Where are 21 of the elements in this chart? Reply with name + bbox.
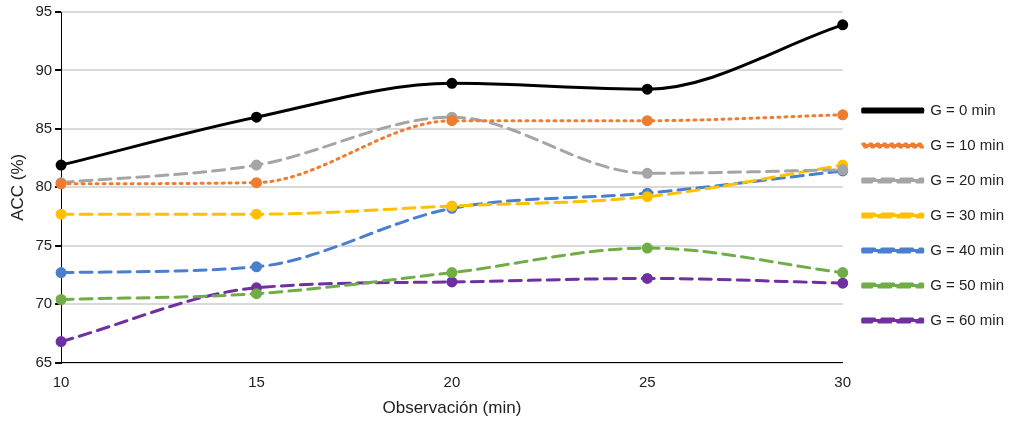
legend-label: G = 20 min <box>930 170 1005 188</box>
x-axis-title: Observación (min) <box>382 398 522 418</box>
x-tick-label: 20 <box>443 372 461 390</box>
y-tick-label: 95 <box>35 2 53 20</box>
y-axis-title: ACC (%) <box>7 153 27 221</box>
y-tick-label: 85 <box>35 119 53 137</box>
legend-label: G = 40 min <box>930 240 1005 258</box>
x-tick-label: 15 <box>248 372 265 390</box>
legend-label: G = 30 min <box>930 205 1005 223</box>
legend-label: G = 50 min <box>930 275 1005 293</box>
y-tick-label: 70 <box>35 294 53 312</box>
x-tick-label: 10 <box>52 372 70 390</box>
legend-label: G = 10 min <box>930 135 1005 153</box>
y-tick-label: 80 <box>35 177 53 195</box>
legend-label: G = 60 min <box>930 310 1005 328</box>
y-tick-label: 90 <box>35 60 53 78</box>
y-tick-label: 75 <box>35 235 53 253</box>
y-tick-label: 65 <box>35 352 53 370</box>
x-tick-label: 25 <box>638 372 656 390</box>
x-tick-label: 30 <box>834 372 852 390</box>
legend-label: G = 0 min <box>930 100 996 118</box>
